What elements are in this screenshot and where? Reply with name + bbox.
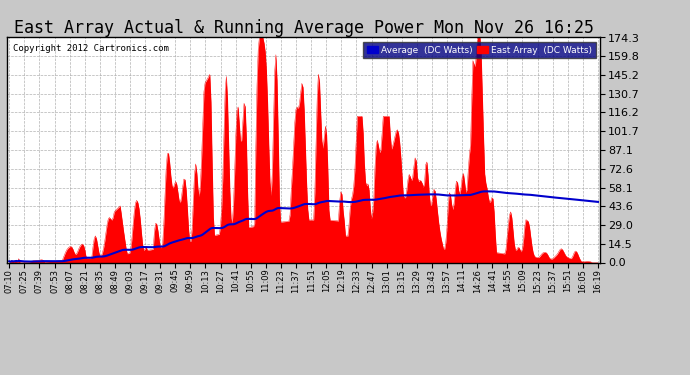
Legend: Average  (DC Watts), East Array  (DC Watts): Average (DC Watts), East Array (DC Watts… [364, 42, 595, 58]
Title: East Array Actual & Running Average Power Mon Nov 26 16:25: East Array Actual & Running Average Powe… [14, 20, 593, 38]
Text: Copyright 2012 Cartronics.com: Copyright 2012 Cartronics.com [13, 44, 169, 53]
